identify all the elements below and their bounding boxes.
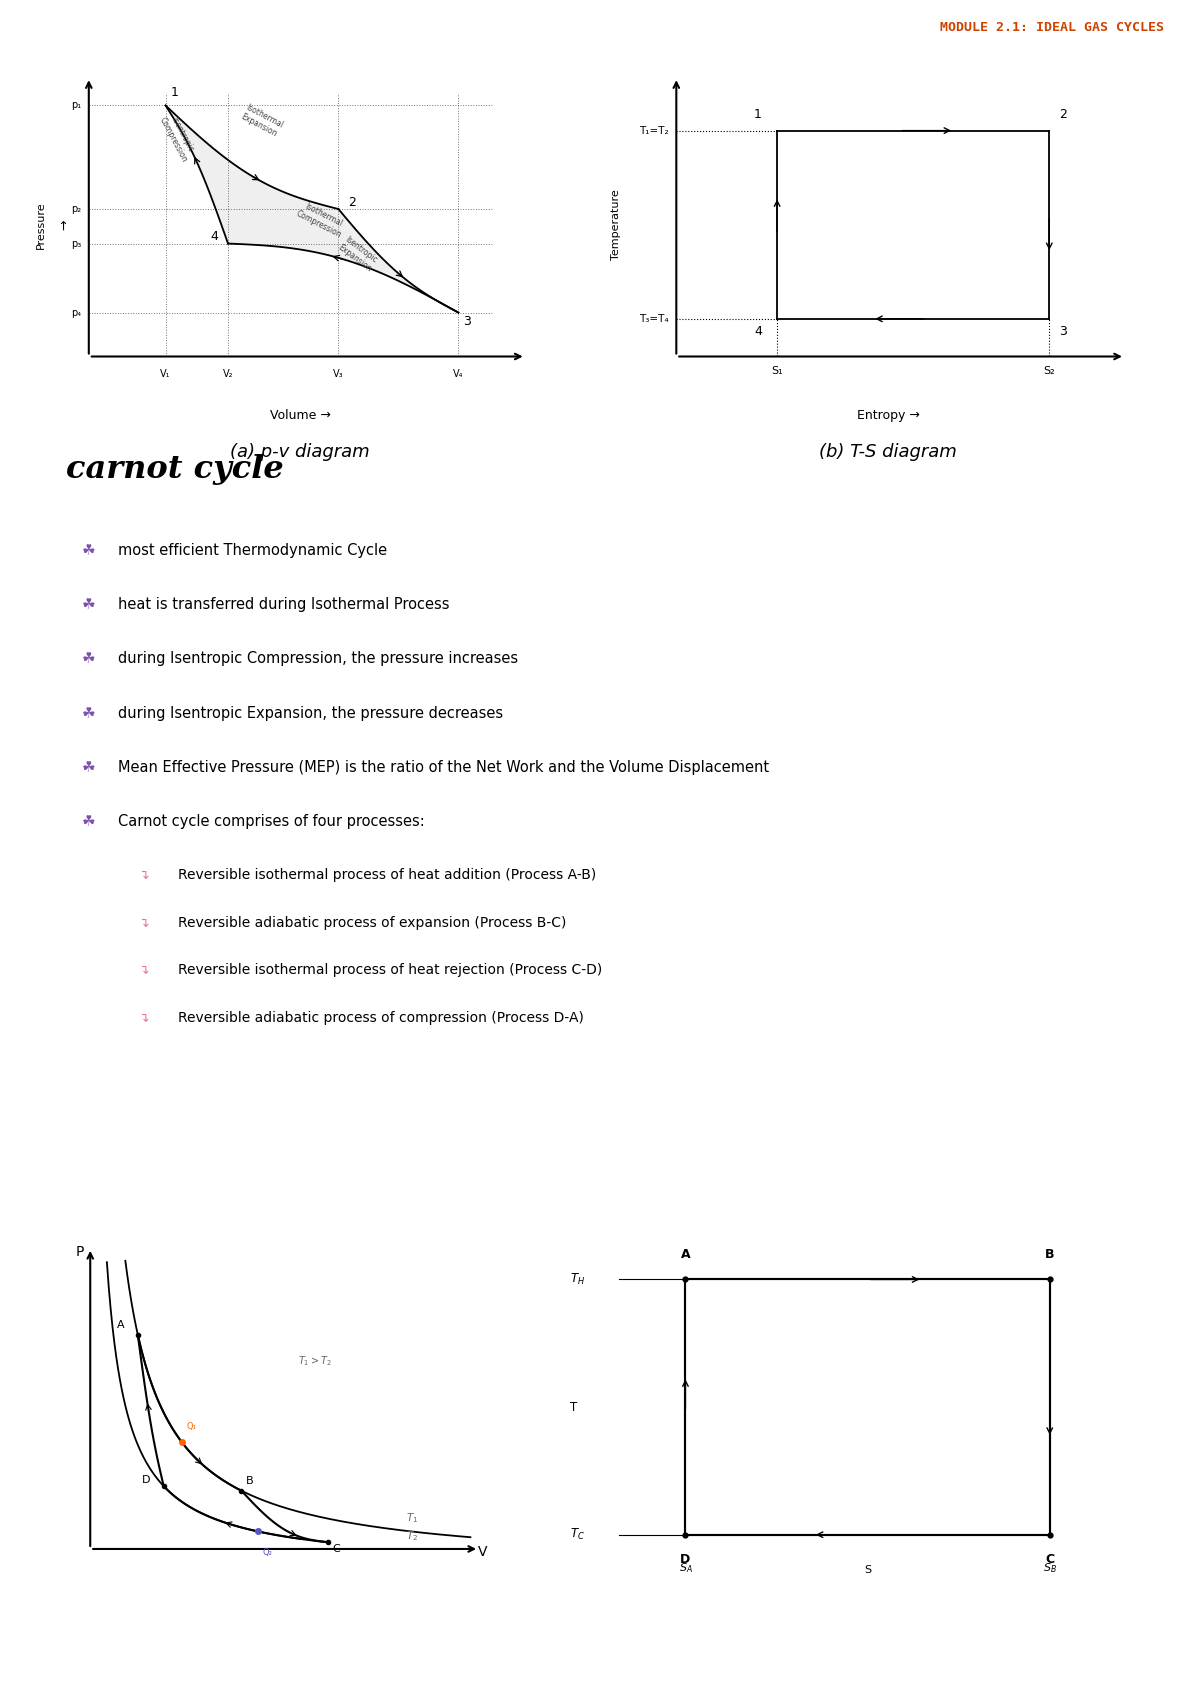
Text: p₁: p₁ bbox=[72, 100, 82, 110]
Polygon shape bbox=[166, 105, 458, 312]
Text: (a) p-v diagram: (a) p-v diagram bbox=[230, 443, 370, 461]
Text: $T_1 > T_2$: $T_1 > T_2$ bbox=[298, 1353, 331, 1367]
Text: Reversible adiabatic process of expansion (Process B-C): Reversible adiabatic process of expansio… bbox=[178, 916, 566, 929]
Text: 1: 1 bbox=[170, 86, 179, 100]
Text: ☘: ☘ bbox=[82, 597, 95, 612]
Text: A: A bbox=[680, 1248, 690, 1262]
Text: $T_1$: $T_1$ bbox=[406, 1511, 418, 1525]
Text: $S_B$: $S_B$ bbox=[1043, 1560, 1057, 1576]
Text: $S_A$: $S_A$ bbox=[678, 1560, 692, 1576]
Text: 4: 4 bbox=[754, 326, 762, 338]
Text: 3: 3 bbox=[463, 315, 472, 327]
Text: C: C bbox=[1045, 1554, 1055, 1565]
Text: ↴: ↴ bbox=[138, 1011, 149, 1024]
Text: Entropy →: Entropy → bbox=[857, 409, 919, 422]
Text: B: B bbox=[1045, 1248, 1055, 1262]
Text: D: D bbox=[143, 1476, 151, 1484]
Text: p₄: p₄ bbox=[72, 307, 82, 317]
Text: T₁=T₂: T₁=T₂ bbox=[640, 126, 668, 136]
Text: Volume →: Volume → bbox=[270, 409, 330, 422]
Text: B: B bbox=[246, 1476, 253, 1486]
Text: ↴: ↴ bbox=[138, 963, 149, 977]
Text: V₃: V₃ bbox=[334, 370, 343, 378]
Text: Carnot cycle comprises of four processes:: Carnot cycle comprises of four processes… bbox=[118, 814, 425, 829]
Text: Q₂: Q₂ bbox=[263, 1548, 272, 1557]
Text: Reversible isothermal process of heat rejection (Process C-D): Reversible isothermal process of heat re… bbox=[178, 963, 602, 977]
Text: V₂: V₂ bbox=[223, 370, 233, 378]
Text: V: V bbox=[478, 1545, 487, 1559]
Text: carnot cycle: carnot cycle bbox=[66, 455, 283, 485]
Text: ☘: ☘ bbox=[82, 760, 95, 775]
Text: V₁: V₁ bbox=[161, 370, 170, 378]
Text: 2: 2 bbox=[1060, 109, 1067, 120]
Text: Pressure: Pressure bbox=[36, 200, 46, 249]
Text: ↴: ↴ bbox=[138, 916, 149, 929]
Text: $T_2$: $T_2$ bbox=[406, 1528, 418, 1543]
Text: ☘: ☘ bbox=[82, 543, 95, 558]
Text: during Isentropic Compression, the pressure increases: during Isentropic Compression, the press… bbox=[118, 651, 517, 667]
Text: MODULE 2.1: IDEAL GAS CYCLES: MODULE 2.1: IDEAL GAS CYCLES bbox=[940, 20, 1164, 34]
Text: T: T bbox=[570, 1401, 577, 1413]
Text: Isentropic
Compression: Isentropic Compression bbox=[157, 110, 198, 165]
Text: (b) T-S diagram: (b) T-S diagram bbox=[820, 443, 956, 461]
Text: Reversible isothermal process of heat addition (Process A-B): Reversible isothermal process of heat ad… bbox=[178, 868, 596, 882]
Text: V₄: V₄ bbox=[454, 370, 463, 378]
Text: T₃=T₄: T₃=T₄ bbox=[640, 314, 668, 324]
Text: most efficient Thermodynamic Cycle: most efficient Thermodynamic Cycle bbox=[118, 543, 386, 558]
Text: S: S bbox=[864, 1565, 871, 1576]
Text: S₂: S₂ bbox=[1044, 366, 1055, 377]
Text: ☘: ☘ bbox=[82, 706, 95, 721]
Text: $T_H$: $T_H$ bbox=[570, 1272, 584, 1287]
Text: Mean Effective Pressure (MEP) is the ratio of the Net Work and the Volume Displa: Mean Effective Pressure (MEP) is the rat… bbox=[118, 760, 769, 775]
Text: D: D bbox=[680, 1554, 690, 1565]
Text: 1: 1 bbox=[754, 109, 762, 120]
Text: during Isentropic Expansion, the pressure decreases: during Isentropic Expansion, the pressur… bbox=[118, 706, 503, 721]
Text: Temperature: Temperature bbox=[611, 190, 620, 259]
Text: →: → bbox=[59, 219, 71, 231]
Text: p₃: p₃ bbox=[71, 239, 82, 249]
Text: ☘: ☘ bbox=[82, 814, 95, 829]
Text: 4: 4 bbox=[210, 231, 218, 244]
FancyBboxPatch shape bbox=[685, 1279, 1050, 1535]
Text: 3: 3 bbox=[1060, 326, 1067, 338]
Text: Q₁: Q₁ bbox=[186, 1421, 196, 1431]
Text: A: A bbox=[118, 1319, 125, 1330]
Text: Isothermal
Expansion: Isothermal Expansion bbox=[239, 102, 284, 139]
Text: $T_C$: $T_C$ bbox=[570, 1526, 584, 1542]
Text: P: P bbox=[76, 1245, 84, 1258]
Text: heat is transferred during Isothermal Process: heat is transferred during Isothermal Pr… bbox=[118, 597, 449, 612]
Text: ☘: ☘ bbox=[82, 651, 95, 667]
Text: S₁: S₁ bbox=[772, 366, 782, 377]
Text: Isothermal
Compression: Isothermal Compression bbox=[295, 200, 348, 239]
Text: 2: 2 bbox=[348, 197, 356, 209]
Text: C: C bbox=[332, 1543, 340, 1554]
Text: ↴: ↴ bbox=[138, 868, 149, 882]
Text: p₂: p₂ bbox=[72, 204, 82, 214]
Text: Isentropic
Expansion: Isentropic Expansion bbox=[336, 234, 379, 273]
Text: Reversible adiabatic process of compression (Process D-A): Reversible adiabatic process of compress… bbox=[178, 1011, 583, 1024]
